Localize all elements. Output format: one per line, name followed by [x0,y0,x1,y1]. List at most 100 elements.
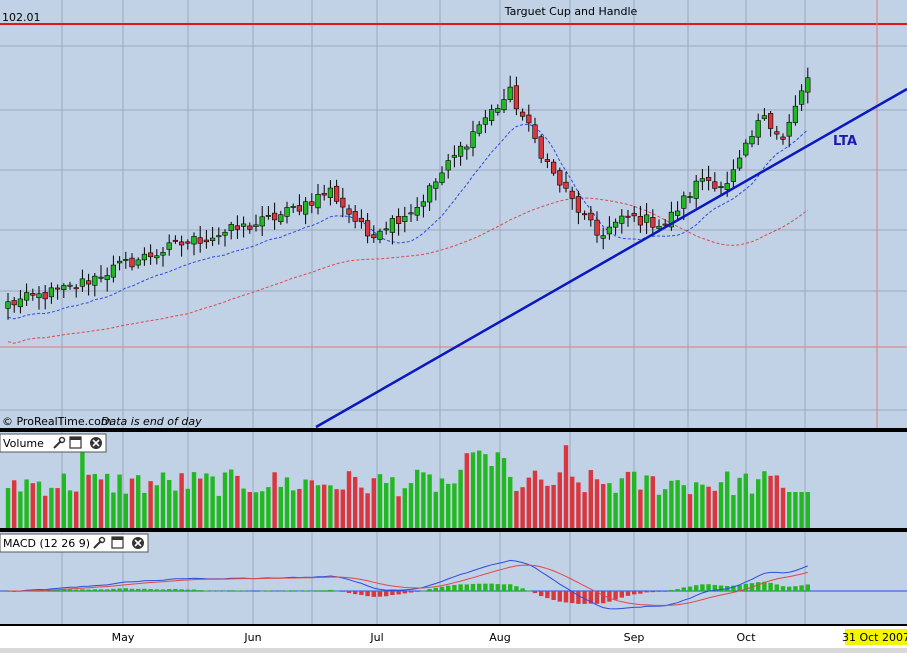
volume-bar-14 [92,473,97,528]
volume-bar-17 [111,492,116,528]
volume-bar-33 [210,476,215,528]
candle-8 [54,284,61,300]
macd-histogram-bar-114 [712,584,717,591]
volume-bar-129 [805,492,810,528]
candle-body-38 [241,223,247,227]
candle-81 [507,75,513,103]
candle-body-100 [625,215,631,218]
candle-97 [606,216,612,240]
window-icon[interactable] [69,436,82,449]
candle-body-111 [693,180,699,199]
volume-bar-55 [346,471,352,528]
macd-histogram-bar-69 [433,587,438,591]
volume-bar-92 [576,482,581,528]
volume-bar-35 [222,472,228,528]
volume-bar-102 [638,489,643,528]
candle-45 [284,201,290,224]
macd-histogram-bar-71 [446,585,451,591]
macd-histogram-bar-53 [334,590,339,592]
candle-119 [743,139,749,158]
candle-body-107 [668,211,674,228]
candle-body-93 [581,213,588,216]
volume-bar-87 [545,485,550,528]
trendline-lta[interactable] [315,87,907,429]
candle-65 [408,204,414,222]
x-axis-bar [0,624,907,626]
macd-histogram-bar-121 [756,582,761,591]
volume-bar-50 [315,485,321,528]
macd-histogram-bar-75 [470,583,476,591]
candle-44 [278,210,284,225]
candle-body-115 [718,186,724,189]
macd-histogram-bar-107 [669,589,674,591]
month-labels: May Jun Jul Aug Sep Oct [112,631,757,644]
candle-body-37 [234,225,241,230]
candle-92 [575,190,581,225]
candle-12 [79,269,85,293]
macd-histogram-bar-26 [167,589,172,591]
candle-58 [364,213,371,244]
macd-histogram-bar-81 [508,584,513,591]
candle-77 [482,109,489,134]
close-icon[interactable] [90,437,102,449]
candle-body-89 [557,170,563,186]
candle-body-24 [154,255,160,259]
candle-3 [23,283,30,306]
volume-bar-64 [402,488,407,528]
macd-histogram-bar-12 [80,589,85,591]
candle-body-14 [92,275,98,286]
macd-histogram-bar-51 [322,590,327,592]
macd-histogram-bar-15 [98,589,104,591]
candle-body-30 [191,236,197,245]
wrench-icon[interactable] [53,436,66,449]
volume-bar-49 [309,480,314,528]
macd-histogram-bar-79 [495,584,500,591]
candle-body-84 [526,114,532,124]
macd-histogram-bar-58 [365,591,370,597]
candlesticks [5,67,811,320]
macd-histogram-bar-17 [111,588,116,591]
volume-bar-0 [5,488,11,528]
candle-21 [135,257,141,269]
candle-87 [544,153,550,169]
volume-bar-74 [464,453,469,528]
volume-bar-28 [179,473,184,528]
candle-body-125 [780,136,786,140]
macd-histogram-bar-72 [452,584,457,591]
macd-histogram-bar-11 [74,589,79,591]
volume-bar-75 [470,452,476,528]
volume-bar-119 [743,473,748,528]
candle-63 [395,208,402,236]
candle-69 [433,178,439,201]
window-icon[interactable] [111,536,124,549]
macd-panel [0,532,907,624]
volume-bar-6 [43,495,48,528]
candle-32 [203,229,210,249]
volume-bar-27 [173,490,178,528]
close-icon[interactable] [132,537,144,549]
current-date-highlight [845,629,907,645]
wrench-icon[interactable] [93,536,106,549]
candle-body-114 [712,181,718,189]
candle-body-74 [464,146,470,150]
candle-body-15 [98,276,104,279]
macd-histogram-bar-19 [123,588,128,591]
macd-histogram-bar-96 [601,591,606,604]
macd-histogram-bar-52 [328,589,333,591]
candle-43 [271,202,278,230]
candle-body-86 [538,136,544,159]
candle-101 [631,206,637,222]
macd-histogram-bar-76 [477,583,482,591]
volume-bar-93 [582,492,587,528]
candle-body-53 [333,185,340,202]
candle-body-90 [563,181,569,189]
candle-40 [253,214,259,232]
volume-bar-123 [768,475,773,528]
candle-body-117 [730,169,736,182]
volume-bar-83 [520,487,525,528]
volume-bar-63 [396,496,401,528]
candle-60 [377,228,383,244]
macd-histogram-bar-84 [526,590,531,592]
macd-lines [7,559,808,610]
